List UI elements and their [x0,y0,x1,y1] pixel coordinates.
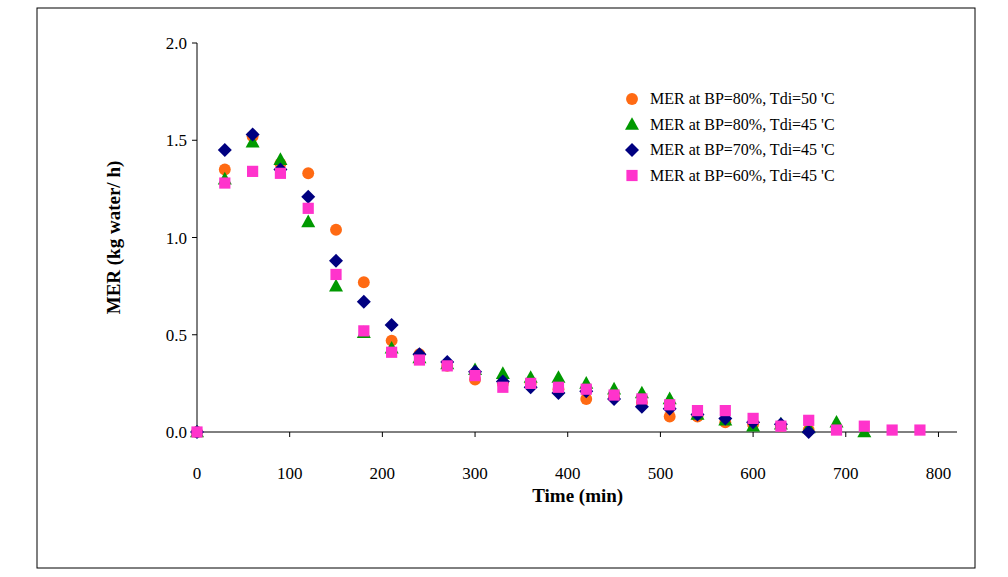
data-point [775,420,787,432]
legend-marker [626,93,638,105]
x-tick-label: 700 [833,464,859,483]
data-point [831,424,842,435]
data-point [469,370,480,381]
data-point [301,215,315,228]
data-point [385,318,399,332]
data-point [775,421,786,432]
legend-marker [625,117,639,130]
data-point [914,424,925,435]
x-tick-label: 100 [277,464,303,483]
data-point [497,382,508,393]
legend-label: MER at BP=80%, Tdi=45 'C [650,116,835,133]
y-tick-label: 0.0 [166,423,187,442]
x-tick-label: 500 [648,464,674,483]
data-point [553,382,564,393]
data-point [246,127,260,141]
data-point [191,426,203,438]
data-point [357,295,371,309]
x-axis-title: Time (min) [532,485,623,507]
data-point [551,370,565,383]
y-axis-title: MER (kg water/ h) [103,161,125,315]
y-tick-label: 1.5 [166,131,187,150]
data-point [330,224,342,236]
y-tick-label: 0.5 [166,326,187,345]
x-tick-label: 0 [193,464,202,483]
data-point [579,384,593,398]
data-point [219,177,230,188]
x-tick [845,432,846,437]
series [191,166,925,438]
data-point [302,167,314,179]
data-point [190,425,204,439]
legend-marker [626,170,637,181]
y-tick [192,43,197,44]
y-tick [192,237,197,238]
data-point [720,405,731,416]
x-tick [382,432,383,437]
data-point [247,166,258,177]
legend-label: MER at BP=60%, Tdi=45 'C [650,167,835,184]
data-point [692,405,703,416]
plot-area [190,127,926,439]
data-point [386,347,397,358]
data-point [442,360,453,371]
data-point [191,426,202,437]
y-tick-label: 2.0 [166,34,187,53]
data-point [747,413,758,424]
x-tick [660,432,661,437]
data-point [330,269,341,280]
x-tick [753,432,754,437]
x-tick [567,432,568,437]
data-point [608,389,619,400]
x-tick-label: 200 [370,464,396,483]
data-point [301,190,315,204]
x-axis [197,432,957,433]
x-tick-label: 800 [926,464,952,483]
legend-marker [625,143,639,157]
background [0,0,1008,577]
data-point [329,279,343,292]
data-point [441,360,453,372]
y-tick [192,334,197,335]
data-point [859,421,870,432]
chart: 0.0 0.5 1.0 1.5 2.0 0 100 200 300 400 500 600 700 800… [0,0,1008,577]
data-point [525,378,536,389]
data-point [218,143,232,157]
x-tick [938,432,939,437]
data-point [414,354,425,365]
x-tick [289,432,290,437]
data-point [803,415,814,426]
data-point [664,399,675,410]
data-point [525,377,537,389]
data-point [636,393,647,404]
data-point [581,384,592,395]
series [190,135,871,437]
y-tick-label: 1.0 [166,229,187,248]
chart-border [37,8,975,568]
data-point [358,276,370,288]
x-tick-label: 600 [740,464,766,483]
data-point [358,325,369,336]
data-point [190,425,204,438]
legend-label: MER at BP=80%, Tdi=50 'C [650,90,835,107]
data-point [303,203,314,214]
x-tick [475,432,476,437]
x-tick-label: 400 [555,464,581,483]
legend-label: MER at BP=70%, Tdi=45 'C [650,141,835,158]
data-point [774,417,788,431]
x-tick-label: 300 [462,464,488,483]
data-point [887,424,898,435]
data-point [357,325,371,338]
data-point [275,168,286,179]
data-point [802,425,816,439]
data-point [329,254,343,268]
y-tick [192,140,197,141]
